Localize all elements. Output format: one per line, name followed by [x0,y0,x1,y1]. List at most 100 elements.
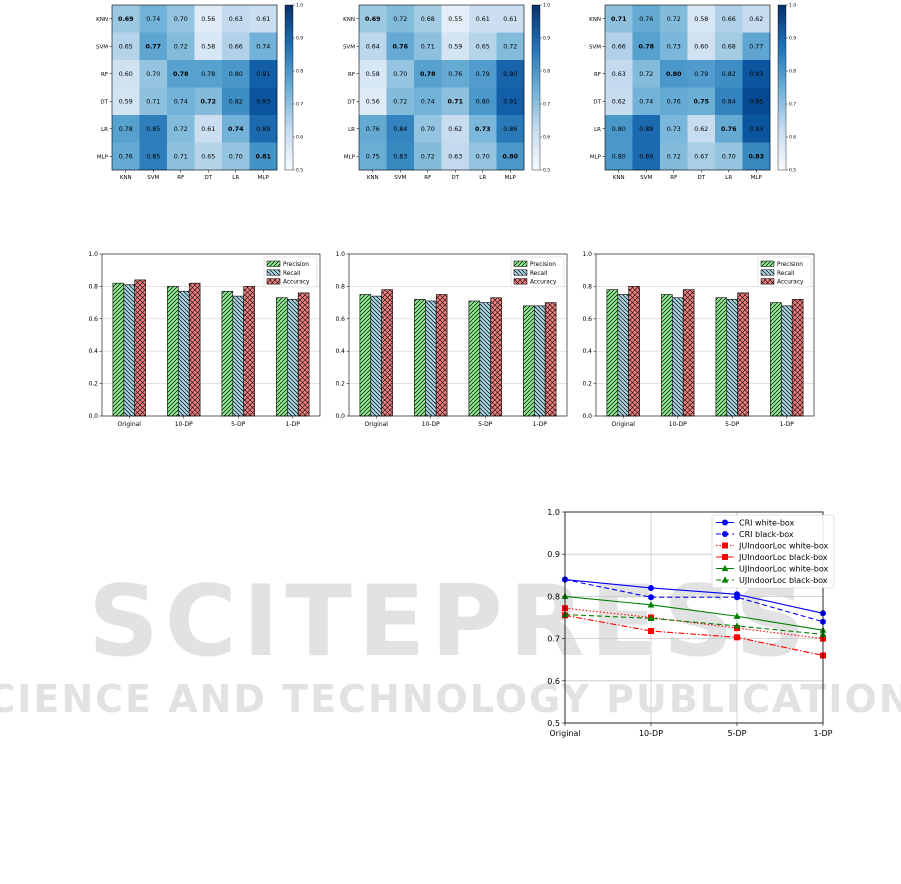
colorbar-tick-label: 0.9 [789,36,796,42]
colorbar-tick-label: 0.6 [789,135,796,141]
cell-value-label: 0.83 [393,154,407,161]
y-tick-label: 0.8 [88,283,98,290]
cell-value-label: 0.74 [174,99,188,106]
bar-precision [661,295,672,417]
cell-value-label: 0.72 [667,154,681,161]
cell-value-label: 0.91 [256,71,270,78]
cell-value-label: 0.63 [229,16,243,23]
x-tick-label: 10-DP [175,421,193,428]
cell-value-label: 0.78 [420,71,436,78]
cell-value-label: 0.80 [502,154,518,161]
cell-value-label: 0.72 [667,16,681,23]
bar-accuracy [189,283,200,416]
cell-value-label: 0.72 [393,99,407,106]
cell-value-label: 0.58 [201,44,215,51]
row-tick-label: RF [594,72,601,78]
colorbar-tick-label: 0.8 [543,69,550,75]
col-tick-label: DT [204,175,212,181]
cell-value-label: 0.91 [503,99,517,106]
cell-value-label: 0.78 [638,44,654,51]
bar-precision [222,291,233,416]
cell-value-label: 0.79 [476,71,490,78]
y-tick-label: 0.6 [582,316,592,323]
cell-value-label: 0.64 [366,44,380,51]
cell-value-label: 0.60 [119,71,133,78]
cell-value-label: 0.65 [476,44,490,51]
cell-value-label: 0.84 [722,99,736,106]
cell-value-label: 0.70 [146,71,160,78]
y-tick-label: 1.0 [547,508,560,517]
cell-value-label: 0.72 [174,44,188,51]
bar-recall [371,296,382,416]
bar-recall [618,295,629,417]
colorbar-tick-label: 1.0 [543,3,550,9]
row-tick-label: KNN [343,17,355,23]
legend-marker [722,520,728,526]
legend-marker [722,554,728,560]
bar-accuracy [244,286,255,416]
bar-precision [716,298,727,416]
cell-value-label: 0.85 [146,126,160,133]
cell-value-label: 0.61 [503,16,517,23]
cell-value-label: 0.76 [448,71,462,78]
cell-value-label: 0.59 [119,99,133,106]
legend-marker [722,531,728,537]
x-tick-label: Original [549,729,580,738]
legend-label: CRI white-box [739,519,795,528]
cell-value-label: 0.71 [447,99,463,106]
cell-value-label: 0.86 [503,126,517,133]
legend-label: UJIndoorLoc black-box [739,576,828,585]
y-tick-label: 0.6 [335,316,345,323]
cell-value-label: 0.68 [722,44,736,51]
cell-value-label: 0.72 [393,16,407,23]
col-tick-label: DT [697,175,705,181]
col-tick-label: SVM [147,175,159,181]
col-tick-label: SVM [394,175,406,181]
bar-accuracy [792,299,803,416]
y-tick-label: 1.0 [582,251,592,258]
cell-value-label: 0.58 [366,71,380,78]
bar-accuracy [738,293,749,416]
cell-value-label: 0.61 [476,16,490,23]
x-tick-label: 5-DP [231,421,246,428]
colorbar-tick-label: 0.7 [789,102,796,108]
bar-accuracy [382,290,393,416]
bar-recall [178,291,189,416]
cell-value-label: 0.93 [749,71,763,78]
col-tick-label: KNN [613,175,625,181]
cell-value-label: 0.73 [475,126,491,133]
cell-value-label: 0.60 [694,44,708,51]
y-tick-label: 0.6 [88,316,98,323]
heatmap-chart-2: 0.69 0.72 0.68 0.55 0.61 0.61 0.64 0.76 0.71 0.59… [343,3,550,181]
col-tick-label: DT [451,175,459,181]
cell-value-label: 0.74 [639,99,653,106]
col-tick-label: MLP [505,175,517,181]
row-tick-label: DT [100,99,108,105]
y-tick-label: 1.0 [88,251,98,258]
colorbar-tick-label: 0.9 [296,36,303,42]
cell-value-label: 0.74 [228,126,244,133]
legend-label-precision: Precision [283,262,309,268]
col-tick-label: MLP [751,175,763,181]
series-point [648,628,654,634]
legend-swatch-accuracy [514,279,527,285]
legend-label-precision: Precision [530,262,556,268]
bar-recall [233,296,244,416]
cell-value-label: 0.67 [694,154,708,161]
heatmap-chart-1: 0.69 0.74 0.70 0.56 0.63 0.610.65 0.77 0.72 0.58… [96,3,303,181]
cell-value-label: 0.65 [119,44,133,51]
legend-swatch-accuracy [761,279,774,285]
row-tick-label: SVM [343,44,355,50]
row-tick-label: DT [593,99,601,105]
cell-value-label: 0.72 [639,71,653,78]
cell-value-label: 0.80 [666,71,682,78]
row-tick-label: KNN [96,17,108,23]
bar-chart-3: 0.00.20.40.60.81.0Original 10-DP 5-DP 1-DPP… [582,251,814,428]
col-tick-label: LR [479,175,486,181]
cell-value-label: 0.61 [201,126,215,133]
cell-value-label: 0.93 [256,99,270,106]
cell-value-label: 0.76 [639,16,653,23]
cell-value-label: 0.56 [201,16,215,23]
cell-value-label: 0.71 [174,154,188,161]
